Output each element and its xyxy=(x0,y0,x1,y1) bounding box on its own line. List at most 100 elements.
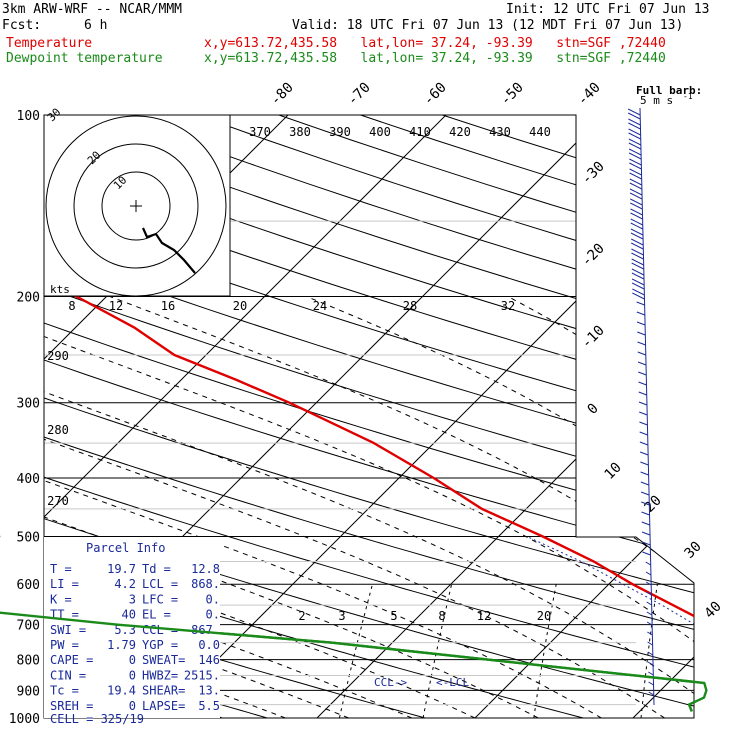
wind-barb xyxy=(630,202,643,210)
wind-barb xyxy=(630,212,643,220)
pressure-tick-label: 600 xyxy=(17,578,40,593)
parcel-info-key: SREH = xyxy=(50,699,93,713)
valid-time: Valid: 18 UTC Fri 07 Jun 13 (12 MDT Fri … xyxy=(292,18,684,33)
hodograph-trace xyxy=(141,227,196,274)
isotherm-label: 40 xyxy=(702,599,725,622)
parcel-info-key: K = xyxy=(50,592,72,606)
wind-barb xyxy=(646,601,652,606)
dewpoint-profile-overlay xyxy=(0,535,708,712)
wind-barb xyxy=(638,381,647,386)
mixing-ratio-label: 28 xyxy=(403,299,417,313)
parcel-info-key: SHEAR= xyxy=(142,684,185,698)
pressure-tick-label: 100 xyxy=(17,109,40,124)
mixing-ratio-label: 8 xyxy=(68,299,75,313)
wind-barb xyxy=(636,321,646,326)
isotherm-line xyxy=(316,115,694,718)
isotherm-label: 20 xyxy=(642,493,665,516)
pressure-tick-label: 700 xyxy=(17,619,40,634)
wind-barb xyxy=(640,491,650,496)
parcel-info-key: SWI = xyxy=(50,623,86,637)
theta-label: 290 xyxy=(47,349,69,363)
moist-adiabat xyxy=(44,296,476,718)
wind-barb xyxy=(648,691,655,696)
hodograph-units: kts xyxy=(50,283,70,296)
parcel-info-value: 146 xyxy=(198,653,220,667)
parcel-info-key: HWBZ= xyxy=(142,668,178,682)
mixing-ratio-label: 16 xyxy=(161,299,175,313)
wind-barb xyxy=(646,621,653,626)
wind-barb xyxy=(648,671,654,676)
wind-legend-title: Full barb: xyxy=(636,84,702,97)
wind-barb xyxy=(638,371,647,376)
isotherm-label: 10 xyxy=(602,460,625,483)
init-time: Init: 12 UTC Fri 07 Jun 13 xyxy=(506,2,710,17)
pressure-tick-label: 200 xyxy=(17,291,40,306)
parcel-info-value: 19.7 xyxy=(107,562,136,576)
isotherm-line xyxy=(44,115,447,718)
parcel-info-key: YGP = xyxy=(142,638,178,652)
mixing-ratio-label: 24 xyxy=(313,299,327,313)
wind-barb xyxy=(637,351,646,356)
wind-barb xyxy=(631,282,645,290)
theta-label: 400 xyxy=(369,125,391,139)
parcel-info-panel xyxy=(44,537,220,718)
wind-barb xyxy=(638,391,647,396)
wind-barb xyxy=(645,561,651,566)
wind-barb xyxy=(646,591,652,596)
wind-barb xyxy=(628,128,641,136)
theta-label: 420 xyxy=(449,125,471,139)
ccl-annotation: CCL-> xyxy=(374,676,407,689)
parcel-info-value: 0. xyxy=(206,592,220,606)
wind-barb xyxy=(630,228,644,236)
forecast-label: Fcst: xyxy=(2,18,42,33)
wind-barb xyxy=(631,258,644,266)
mixing-ratio-label: 8 xyxy=(438,609,445,623)
parcel-info-key: LAPSE= xyxy=(142,699,185,713)
wind-barb xyxy=(630,232,644,240)
wind-barb xyxy=(629,178,643,186)
parcel-info-value: 868. xyxy=(191,577,220,591)
wind-barb xyxy=(628,148,642,156)
isotherm-line xyxy=(474,115,694,718)
wind-legend-exponent: -1 xyxy=(683,92,693,101)
wind-barb xyxy=(628,142,642,150)
wind-barb xyxy=(639,421,648,426)
legend-dewpoint: Dewpoint temperature xyxy=(6,51,163,66)
parcel-info-value: 0 xyxy=(129,653,136,667)
dry-adiabat xyxy=(278,115,694,718)
wind-barb xyxy=(647,641,653,646)
wind-barb xyxy=(631,262,644,270)
isotherm-label: -20 xyxy=(579,241,608,270)
wind-barb xyxy=(630,198,643,206)
parcel-profile xyxy=(526,536,694,699)
wind-barb xyxy=(638,401,648,406)
wind-barb xyxy=(636,301,645,306)
wind-barb xyxy=(628,138,642,146)
temperature-profile xyxy=(44,115,694,718)
wind-barb xyxy=(631,252,644,260)
wind-barb xyxy=(627,112,641,120)
moist-adiabat xyxy=(306,296,694,718)
isotherm-line xyxy=(158,115,694,718)
wind-barb xyxy=(645,571,652,576)
theta-label: 410 xyxy=(409,125,431,139)
parcel-info-key: CAPE = xyxy=(50,653,93,667)
parcel-info-value: 867. xyxy=(191,623,220,637)
wind-barb xyxy=(630,222,643,230)
theta-label: 370 xyxy=(249,125,271,139)
wind-barb xyxy=(631,268,645,276)
wind-barb xyxy=(646,611,653,616)
wind-barb xyxy=(628,122,641,130)
wind-barb-staff xyxy=(639,107,655,706)
wind-barb xyxy=(628,132,641,140)
wind-barb xyxy=(639,411,648,416)
wind-barb xyxy=(639,441,649,446)
pressure-tick-label: 900 xyxy=(17,684,40,699)
parcel-info-value: 12.8 xyxy=(191,562,220,576)
wind-barb xyxy=(629,182,643,190)
mixing-ratio-label: 3 xyxy=(338,609,345,623)
legend-temperature: Temperature xyxy=(6,36,93,51)
wind-barb xyxy=(639,431,648,436)
wind-barb xyxy=(640,461,649,466)
